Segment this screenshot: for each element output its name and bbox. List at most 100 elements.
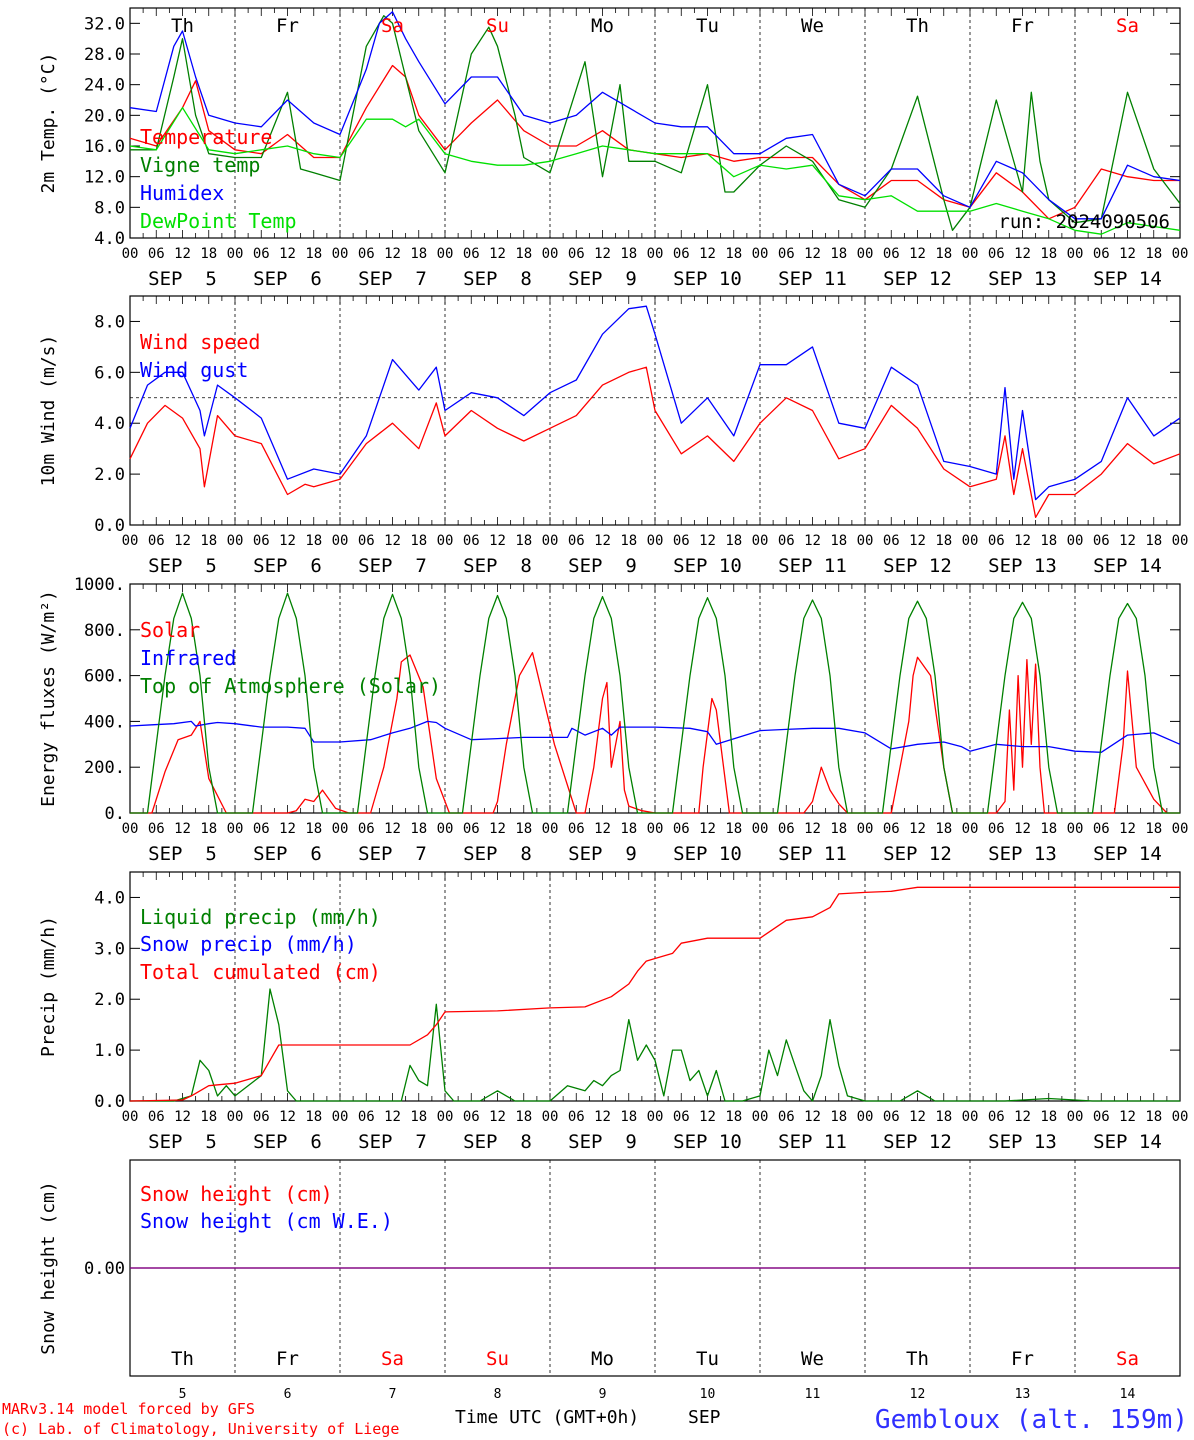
y-tick-label: 12.0 <box>84 168 125 188</box>
hour-tick-label: 06 <box>568 821 585 837</box>
hour-tick-label: 00 <box>437 246 454 262</box>
y-axis-label: Snow height (cm) <box>38 1181 59 1354</box>
x-axis-month: SEP <box>688 1407 721 1428</box>
bottom-day-label: Th <box>906 1348 929 1370</box>
hour-tick-label: 00 <box>437 1109 454 1125</box>
hour-tick-label: 06 <box>778 1109 795 1125</box>
model-credit: MARv3.14 model forced by GFS <box>2 1400 255 1418</box>
date-label: SEP 6 <box>253 555 322 577</box>
bottom-day-label: Th <box>171 1348 194 1370</box>
hour-tick-label: 00 <box>332 821 349 837</box>
hour-tick-label: 06 <box>988 1109 1005 1125</box>
date-label: SEP 9 <box>568 1131 637 1153</box>
date-label: SEP 13 <box>988 843 1057 865</box>
hour-tick-label: 00 <box>122 533 139 549</box>
hour-tick-label: 06 <box>988 533 1005 549</box>
bottom-day-number: 6 <box>284 1387 292 1402</box>
hour-tick-label: 12 <box>804 1109 821 1125</box>
bottom-day-label: Mo <box>591 1348 614 1370</box>
hour-tick-label: 00 <box>227 533 244 549</box>
hour-tick-label: 00 <box>1172 533 1189 549</box>
hour-tick-label: 12 <box>1014 1109 1031 1125</box>
hour-tick-label: 12 <box>804 246 821 262</box>
date-label: SEP 6 <box>253 843 322 865</box>
top-day-label: Th <box>171 15 194 37</box>
bottom-day-label: Sa <box>1116 1348 1139 1370</box>
legend-entry: Wind gust <box>140 358 248 382</box>
series-line-liquid-precip-mm-h- <box>130 988 1180 1102</box>
y-tick-label: 8.0 <box>94 312 125 332</box>
hour-tick-label: 18 <box>1145 821 1162 837</box>
y-tick-label: 16.0 <box>84 137 125 157</box>
hour-tick-label: 12 <box>1014 246 1031 262</box>
date-label: SEP 8 <box>463 555 532 577</box>
bottom-day-number: 11 <box>805 1387 821 1402</box>
y-tick-label: 600. <box>84 667 125 687</box>
legend-entry: Snow precip (mm/h) <box>140 932 357 956</box>
bottom-day-number: 8 <box>494 1387 502 1402</box>
date-label: SEP 12 <box>883 843 952 865</box>
hour-tick-label: 00 <box>227 821 244 837</box>
hour-tick-label: 12 <box>909 533 926 549</box>
hour-tick-label: 18 <box>620 246 637 262</box>
bottom-day-label: Sa <box>381 1348 404 1370</box>
hour-tick-label: 18 <box>1040 246 1057 262</box>
date-label: SEP 10 <box>673 1131 742 1153</box>
y-axis-label: Energy fluxes (W/m²) <box>38 590 59 807</box>
hour-tick-label: 18 <box>515 533 532 549</box>
hour-tick-label: 18 <box>1145 1109 1162 1125</box>
hour-tick-label: 06 <box>568 246 585 262</box>
hour-tick-label: 00 <box>962 246 979 262</box>
top-day-label: Tu <box>696 15 719 37</box>
legend-entry: Wind speed <box>140 330 260 354</box>
y-tick-label: 24.0 <box>84 76 125 96</box>
date-label: SEP 6 <box>253 268 322 290</box>
top-day-label: Fr <box>1011 15 1034 37</box>
bottom-day-number: 9 <box>599 1387 607 1402</box>
y-tick-label: 400. <box>84 712 125 732</box>
hour-tick-label: 06 <box>463 1109 480 1125</box>
series-line-total-cumulated-cm- <box>129 886 1180 1102</box>
hour-tick-label: 18 <box>725 1109 742 1125</box>
top-day-label: Su <box>486 15 509 37</box>
hour-tick-label: 12 <box>279 1109 296 1125</box>
hour-tick-label: 00 <box>752 1109 769 1125</box>
hour-tick-label: 18 <box>515 246 532 262</box>
hour-tick-label: 06 <box>253 1109 270 1125</box>
hour-tick-label: 06 <box>148 246 165 262</box>
hour-tick-label: 12 <box>909 246 926 262</box>
legend-entry: Humidex <box>140 181 224 205</box>
hour-tick-label: 18 <box>830 1109 847 1125</box>
bottom-day-number: 5 <box>179 1387 187 1402</box>
hour-tick-label: 18 <box>830 246 847 262</box>
series-line-top-of-atmosphere-solar- <box>130 592 1180 814</box>
hour-tick-label: 06 <box>568 533 585 549</box>
hour-tick-label: 00 <box>227 1109 244 1125</box>
hour-tick-label: 00 <box>1172 1109 1189 1125</box>
legend-entry: Liquid precip (mm/h) <box>140 905 381 929</box>
date-label: SEP 8 <box>463 1131 532 1153</box>
hour-tick-label: 18 <box>200 533 217 549</box>
y-tick-label: 0. <box>105 804 125 824</box>
hour-tick-label: 18 <box>935 533 952 549</box>
date-label: SEP 7 <box>358 1131 427 1153</box>
hour-tick-label: 06 <box>778 533 795 549</box>
hour-tick-label: 06 <box>988 246 1005 262</box>
hour-tick-label: 18 <box>1040 533 1057 549</box>
bottom-day-label: Fr <box>1011 1348 1034 1370</box>
series-line-humidex <box>129 11 1181 220</box>
hour-tick-label: 00 <box>1067 533 1084 549</box>
hour-tick-label: 12 <box>384 533 401 549</box>
hour-tick-label: 18 <box>620 533 637 549</box>
hour-tick-label: 12 <box>489 821 506 837</box>
hour-tick-label: 12 <box>594 533 611 549</box>
legend-entry: Snow height (cm W.E.) <box>140 1209 393 1233</box>
y-tick-label: 2.0 <box>94 990 125 1010</box>
hour-tick-label: 06 <box>463 821 480 837</box>
hour-tick-label: 18 <box>410 1109 427 1125</box>
hour-tick-label: 18 <box>935 246 952 262</box>
hour-tick-label: 06 <box>883 533 900 549</box>
top-day-label: Sa <box>1116 15 1139 37</box>
y-axis-label: 2m Temp. (°C) <box>38 53 59 194</box>
